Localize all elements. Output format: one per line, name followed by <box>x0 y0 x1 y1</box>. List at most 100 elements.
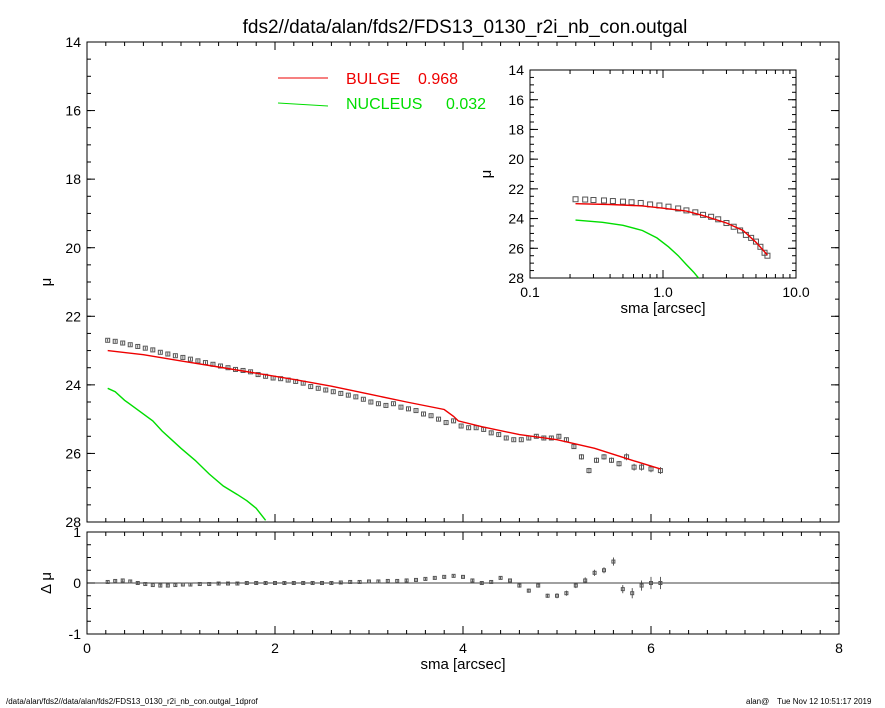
data-point <box>273 581 277 585</box>
data-point <box>413 408 419 414</box>
data-point <box>172 353 178 359</box>
data-point <box>649 581 653 585</box>
y-axis-label: Δ μ <box>38 572 55 594</box>
data-point <box>135 343 141 349</box>
data-point <box>616 461 622 467</box>
data-point <box>609 457 615 463</box>
data-point <box>165 583 170 588</box>
data-point <box>398 404 404 410</box>
data-point <box>348 579 353 584</box>
data-point <box>432 575 437 580</box>
data-point <box>180 354 186 360</box>
data-point <box>489 579 494 584</box>
data-point <box>496 432 502 438</box>
y-tick-label: 0 <box>73 575 81 591</box>
data-point <box>197 582 202 587</box>
data-point <box>639 464 645 470</box>
data-point <box>748 234 755 241</box>
data-point <box>555 593 559 598</box>
data-point <box>428 413 434 419</box>
data-point <box>150 347 156 353</box>
data-point <box>592 570 597 575</box>
data-point <box>383 402 389 408</box>
data-point <box>556 433 562 439</box>
data-point <box>461 574 465 579</box>
inset-log-panel: 0.1 1.0 10.0 14 16 18 20 22 24 26 28 sma [arcsec] μ <box>478 62 810 317</box>
data-point <box>360 396 366 402</box>
data-point <box>143 582 148 587</box>
data-point <box>573 583 578 588</box>
data-point <box>658 581 663 585</box>
data-point <box>518 437 524 443</box>
data-point <box>158 583 163 588</box>
data-point <box>466 425 472 431</box>
data-point <box>226 581 230 586</box>
data-point <box>291 581 296 585</box>
data-point <box>282 581 287 585</box>
data-point <box>470 578 475 583</box>
data-point <box>105 579 110 584</box>
data-point <box>157 349 163 355</box>
y-tick-label: 20 <box>508 151 524 167</box>
data-point <box>135 581 140 585</box>
data-point <box>488 430 494 436</box>
data-point <box>503 435 509 441</box>
data-point <box>630 591 635 596</box>
y-tick-label: -1 <box>69 626 82 642</box>
data-point <box>602 568 606 573</box>
legend-line-nucleus <box>277 102 329 107</box>
y-tick-label: 18 <box>65 171 81 187</box>
data-point <box>764 252 771 259</box>
data-point <box>404 578 409 583</box>
data-point <box>600 197 607 204</box>
y-tick-label: 20 <box>65 240 81 256</box>
data-point <box>405 406 411 412</box>
series-line-bulge <box>575 203 768 256</box>
data-point <box>458 423 464 429</box>
y-tick-label: 28 <box>65 514 81 530</box>
data-point <box>128 579 133 584</box>
y-tick-label: 16 <box>65 103 81 119</box>
data-point <box>207 582 212 587</box>
data-point <box>436 416 442 422</box>
data-point <box>244 581 249 585</box>
data-point <box>323 387 329 393</box>
data-point <box>375 401 381 407</box>
data-point <box>376 579 381 584</box>
data-point <box>112 338 118 344</box>
data-point <box>254 581 259 585</box>
data-point <box>757 243 764 250</box>
data-point <box>639 583 644 588</box>
data-point <box>586 468 592 474</box>
x-tick-label: 2 <box>271 640 279 656</box>
data-point <box>338 580 343 585</box>
footer-user: alan@ <box>746 697 770 706</box>
series-line-nucleus <box>107 387 267 521</box>
data-point <box>526 588 531 593</box>
data-point <box>582 196 589 203</box>
data-point <box>165 351 171 357</box>
data-point <box>113 578 118 583</box>
data-point <box>443 420 449 426</box>
series-line-nucleus <box>575 219 700 279</box>
legend-label-bulge: BULGE <box>346 71 400 88</box>
data-point <box>593 457 599 463</box>
data-point <box>590 197 597 203</box>
data-point <box>723 220 730 227</box>
data-point <box>367 579 371 584</box>
data-point <box>195 358 201 364</box>
data-point <box>263 581 268 585</box>
data-point <box>385 578 390 583</box>
data-point <box>120 340 126 346</box>
data-point <box>127 342 133 348</box>
x-tick-label: 0 <box>83 640 91 656</box>
x-axis-label: sma [arcsec] <box>420 656 505 673</box>
data-point <box>421 411 427 417</box>
y-tick-label: 24 <box>508 211 524 227</box>
x-axis-label: sma [arcsec] <box>620 300 705 317</box>
data-point <box>423 576 428 581</box>
data-point <box>442 574 447 579</box>
y-tick-label: 1 <box>73 524 81 540</box>
data-point <box>601 454 607 460</box>
y-tick-label: 26 <box>508 240 524 256</box>
